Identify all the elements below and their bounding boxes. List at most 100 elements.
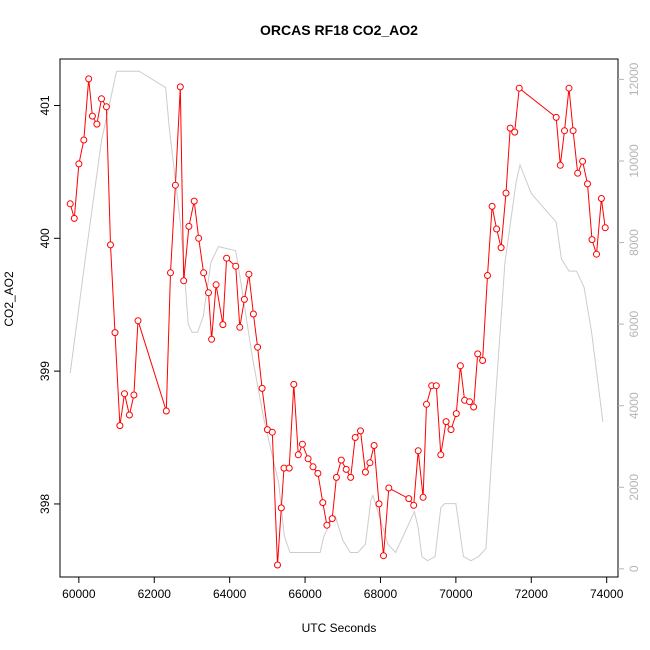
co2-data-point	[80, 136, 88, 144]
co2-data-point	[419, 493, 427, 501]
co2-data-point	[171, 181, 179, 189]
co2-data-point	[245, 270, 253, 278]
x-tick-label: 68000	[364, 587, 398, 601]
co2-data-point	[579, 157, 587, 165]
co2-data-point	[268, 428, 276, 436]
plot-box	[59, 58, 619, 578]
co2-data-point	[298, 440, 306, 448]
co2-data-point	[130, 391, 138, 399]
co2-data-point	[290, 380, 298, 388]
co2-data-point	[493, 225, 501, 233]
co2-data-point	[323, 521, 331, 529]
y2-tick-label: 6000	[627, 310, 641, 337]
co2-data-point	[584, 180, 591, 188]
co2-data-point	[470, 403, 478, 411]
co2-data-point	[375, 500, 383, 508]
co2-data-point	[195, 234, 203, 242]
co2-data-point	[347, 473, 355, 481]
co2-data-point	[593, 250, 600, 258]
co2-data-point	[452, 410, 460, 418]
co2-data-point	[370, 442, 378, 449]
co2-data-point	[167, 269, 174, 277]
co2-data-point	[304, 455, 312, 463]
co2-data-point	[309, 463, 317, 471]
co2-data-point	[180, 277, 188, 285]
co2-data-point	[565, 84, 573, 92]
co2-data-point	[85, 75, 93, 83]
co2-data-point	[497, 244, 505, 252]
y-tick-label: 398	[38, 494, 52, 514]
co2-data-point	[93, 120, 101, 128]
co2-data-point	[121, 390, 128, 398]
x-tick-label: 72000	[515, 587, 549, 601]
co2-data-point	[88, 112, 96, 120]
co2-data-point	[561, 127, 568, 135]
co2-data-point	[258, 384, 266, 392]
co2-data-point	[506, 124, 514, 132]
co2-data-point	[274, 561, 281, 569]
co2-data-point	[240, 295, 248, 303]
x-tick-label: 74000	[590, 587, 624, 601]
co2-data-point	[447, 426, 455, 434]
co2-data-point	[515, 84, 523, 92]
x-axis-title: UTC Seconds	[302, 621, 377, 635]
co2-data-point	[277, 504, 285, 512]
y2-tick-label: 10000	[627, 144, 641, 178]
co2-data-point	[200, 269, 208, 277]
co2-data-point	[219, 321, 227, 329]
co2-data-point	[366, 459, 374, 467]
co2-data-point	[466, 398, 473, 406]
co2-data-point	[574, 169, 582, 177]
y-tick-label: 399	[38, 361, 52, 381]
y-tick-label: 401	[38, 95, 52, 115]
co2-data-point	[414, 447, 422, 455]
co2-data-point	[102, 103, 110, 111]
co2-data-point	[190, 197, 198, 205]
co2-data-point	[502, 189, 510, 197]
co2-data-point	[223, 254, 231, 262]
co2-data-point	[511, 128, 519, 136]
co2-data-point	[212, 281, 220, 289]
co2-data-point	[488, 202, 496, 210]
co2-data-point	[484, 272, 491, 279]
co2-data-point	[479, 357, 487, 364]
x-tick-label: 70000	[439, 587, 473, 601]
co2-data-point	[357, 427, 364, 435]
co2-data-point	[208, 335, 216, 343]
co2-data-point	[294, 451, 302, 459]
co2-data-point	[328, 515, 336, 523]
co2-data-point	[205, 289, 212, 297]
co2-data-point	[75, 160, 83, 168]
co2-series-line	[69, 78, 606, 566]
series-layer	[66, 70, 609, 569]
y-axis-left: 398 399 400 401	[38, 95, 60, 514]
y2-tick-label: 12000	[627, 62, 641, 96]
co2-data-point	[361, 468, 369, 476]
co2-data-point	[569, 127, 577, 135]
co2-data-point	[332, 473, 340, 481]
y-tick-label: 400	[38, 228, 52, 248]
y2-tick-label: 2000	[627, 474, 641, 501]
x-tick-label: 60000	[62, 587, 96, 601]
co2-data-point	[254, 343, 262, 351]
co2-data-point	[556, 161, 564, 169]
co2-data-point	[176, 83, 184, 91]
co2-data-point	[597, 195, 605, 202]
y2-tick-label: 8000	[627, 229, 641, 256]
co2-data-point	[249, 310, 257, 318]
co2-data-point	[319, 499, 327, 507]
co2-data-point	[111, 329, 119, 337]
co2-data-point	[162, 407, 170, 415]
co2-data-point	[552, 113, 560, 121]
co2-data-point	[107, 241, 114, 249]
x-tick-label: 66000	[288, 587, 322, 601]
y2-tick-label: 4000	[627, 392, 641, 419]
co2-data-point	[236, 323, 244, 331]
co2-data-point	[337, 456, 345, 464]
co2-data-point	[474, 350, 482, 358]
co2-data-point	[232, 262, 240, 270]
co2-data-point	[437, 451, 445, 459]
co2-data-point	[116, 422, 124, 430]
x-axis: 60000 62000 64000 66000 68000 70000 72000 74000	[62, 577, 624, 601]
y-axis-right: 0 2000 4000 6000 8000 10000 12000	[618, 62, 641, 572]
